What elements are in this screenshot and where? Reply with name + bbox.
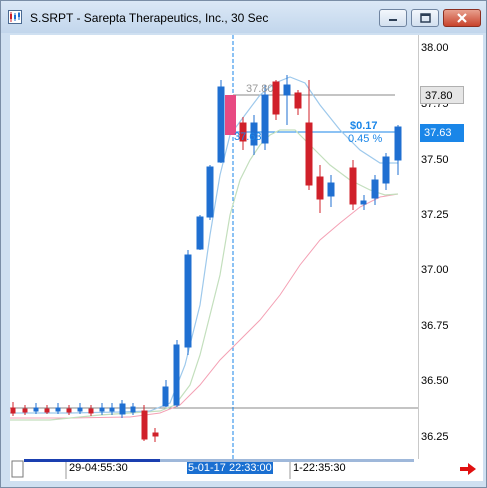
chart-grid [10, 35, 418, 459]
title-bar[interactable]: S.SRPT - Sarepta Therapeutics, Inc., 30 … [1, 1, 486, 33]
window-title: S.SRPT - Sarepta Therapeutics, Inc., 30 … [30, 11, 269, 25]
right-arrow-icon[interactable] [459, 462, 477, 476]
minimize-button[interactable] [379, 9, 407, 27]
minimize-icon [389, 19, 397, 21]
chart-app-icon [8, 10, 22, 24]
y-tick-label: 37.25 [421, 209, 449, 221]
annotation-labels: 37.80 37.63 $0.17 0.45 % [234, 83, 382, 145]
level-price-tag: 37.80 [420, 86, 464, 104]
moving-average-lines [10, 76, 399, 421]
y-tick-label: 38.00 [421, 42, 449, 54]
change-amount-label: $0.17 [350, 120, 378, 132]
y-tick-label: 37.00 [421, 264, 449, 276]
ma-slow-line [10, 193, 399, 419]
restore-icon [420, 13, 431, 23]
time-label: 29-04:55:30 [69, 462, 128, 474]
scroll-track[interactable] [160, 459, 414, 462]
ma-fast-line [10, 76, 398, 414]
ma-mid-line [10, 129, 399, 421]
scroll-thumb[interactable] [24, 459, 160, 462]
close-button[interactable] [443, 9, 481, 27]
crosshair-time-label: 5-01-17 22:33:00 [187, 462, 273, 474]
y-tick-label: 36.25 [421, 431, 449, 443]
price-candles [10, 75, 402, 442]
maximize-button[interactable] [411, 9, 439, 27]
chart-plot-area[interactable]: 37.80 37.63 $0.17 0.45 % [10, 35, 418, 459]
time-axis-track [11, 459, 414, 479]
current-price-tag: 37.63 [420, 124, 464, 142]
level-high-label: 37.80 [246, 83, 274, 95]
scroll-box[interactable] [11, 460, 24, 478]
y-tick-label: 36.75 [421, 320, 449, 332]
y-tick-label: 37.50 [421, 154, 449, 166]
candlestick-chart: 37.80 37.63 $0.17 0.45 % [10, 35, 418, 459]
y-tick-label: 36.50 [421, 375, 449, 387]
price-axis[interactable] [418, 35, 483, 459]
close-icon [457, 13, 467, 23]
change-percent-label: 0.45 % [348, 133, 382, 145]
time-label: 1-22:35:30 [293, 462, 346, 474]
level-low-label: 37.63 [234, 131, 262, 143]
